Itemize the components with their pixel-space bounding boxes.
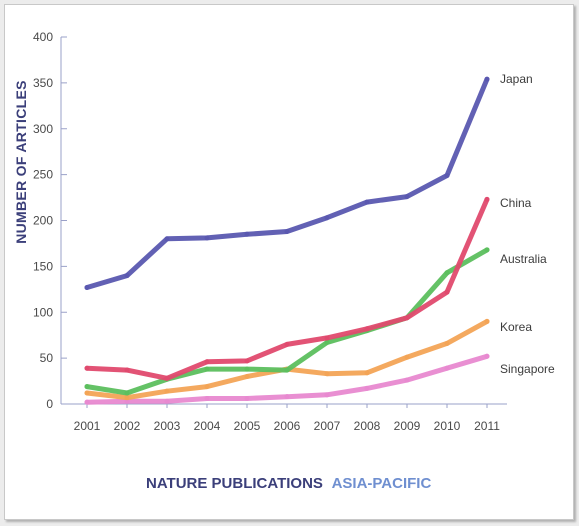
series-label-australia: Australia — [500, 252, 547, 266]
data-point-australia — [324, 340, 330, 346]
data-point-australia — [84, 384, 90, 390]
data-point-singapore — [204, 395, 210, 401]
data-point-japan — [124, 273, 130, 279]
data-point-japan — [244, 231, 250, 237]
data-point-japan — [204, 235, 210, 241]
y-tick-label: 350 — [33, 76, 53, 90]
x-tick-label: 2010 — [434, 419, 461, 433]
data-point-singapore — [404, 377, 410, 383]
series-label-china: China — [500, 196, 532, 210]
data-point-japan — [364, 199, 370, 205]
data-point-japan — [84, 284, 90, 290]
data-point-korea — [484, 318, 490, 324]
data-point-australia — [204, 366, 210, 372]
y-axis-label: NUMBER OF ARTICLES — [13, 80, 29, 244]
data-point-korea — [124, 395, 130, 401]
data-point-singapore — [364, 385, 370, 391]
data-point-singapore — [124, 398, 130, 404]
x-tick-label: 2004 — [194, 419, 221, 433]
data-point-singapore — [284, 394, 290, 400]
data-point-korea — [164, 388, 170, 394]
data-point-china — [324, 335, 330, 341]
y-tick-label: 400 — [33, 30, 53, 44]
y-tick-label: 250 — [33, 168, 53, 182]
series-label-korea: Korea — [500, 320, 532, 334]
data-point-japan — [164, 236, 170, 242]
data-point-singapore — [164, 398, 170, 404]
data-point-china — [444, 289, 450, 295]
data-point-korea — [444, 340, 450, 346]
y-tick-label: 200 — [33, 214, 53, 228]
data-point-korea — [204, 384, 210, 390]
data-point-australia — [484, 247, 490, 253]
data-point-japan — [404, 194, 410, 200]
data-point-singapore — [324, 392, 330, 398]
data-point-korea — [364, 370, 370, 376]
y-tick-label: 150 — [33, 259, 53, 273]
data-point-singapore — [84, 399, 90, 405]
data-point-australia — [124, 390, 130, 396]
x-tick-label: 2003 — [154, 419, 181, 433]
x-tick-label: 2002 — [114, 419, 141, 433]
data-point-korea — [324, 371, 330, 377]
data-point-australia — [444, 270, 450, 276]
data-point-japan — [484, 76, 490, 82]
data-point-korea — [244, 373, 250, 379]
x-tick-label: 2011 — [474, 419, 500, 433]
x-tick-label: 2009 — [394, 419, 421, 433]
series-line-japan — [84, 76, 490, 290]
x-tick-label: 2008 — [354, 419, 381, 433]
data-point-korea — [404, 354, 410, 360]
data-point-singapore — [484, 353, 490, 359]
chart-page: NUMBER OF ARTICLES 0 50 100 150 200 250 300 350… — [4, 4, 574, 520]
data-point-singapore — [244, 395, 250, 401]
data-point-australia — [284, 367, 290, 373]
data-point-china — [124, 367, 130, 373]
y-tick-label: 50 — [40, 351, 54, 365]
data-point-australia — [244, 366, 250, 372]
axes: 0 50 100 150 200 250 300 350 400 2001 2002 2003 2004… — [33, 30, 507, 433]
data-point-china — [204, 359, 210, 365]
data-point-china — [484, 196, 490, 202]
line-chart: NUMBER OF ARTICLES 0 50 100 150 200 250 300 350… — [13, 30, 555, 492]
series-label-japan: Japan — [500, 72, 533, 86]
data-point-china — [84, 365, 90, 371]
data-point-china — [404, 315, 410, 321]
data-point-china — [284, 341, 290, 347]
data-point-china — [164, 375, 170, 381]
x-tick-label: 2005 — [234, 419, 261, 433]
series-labels: Japan China Australia Korea Singapore — [500, 72, 555, 376]
data-point-japan — [444, 173, 450, 179]
data-point-singapore — [444, 365, 450, 371]
data-point-china — [364, 326, 370, 332]
chart-title-part-1: NATURE PUBLICATIONS — [146, 475, 323, 492]
y-tick-label: 300 — [33, 122, 53, 136]
data-point-china — [244, 358, 250, 364]
x-tick-label: 2007 — [314, 419, 341, 433]
y-axis-title: NUMBER OF ARTICLES — [13, 80, 29, 244]
x-tick-label: 2006 — [274, 419, 301, 433]
data-point-japan — [284, 229, 290, 235]
series-label-singapore: Singapore — [500, 362, 555, 376]
chart-title: NATURE PUBLICATIONS ASIA-PACIFIC — [146, 475, 431, 492]
x-tick-label: 2001 — [74, 419, 101, 433]
series-lines — [84, 76, 490, 405]
y-tick-label: 0 — [46, 397, 53, 411]
chart-title-part-2: ASIA-PACIFIC — [332, 475, 432, 492]
data-point-korea — [84, 390, 90, 396]
y-tick-label: 100 — [33, 305, 53, 319]
data-point-japan — [324, 215, 330, 221]
